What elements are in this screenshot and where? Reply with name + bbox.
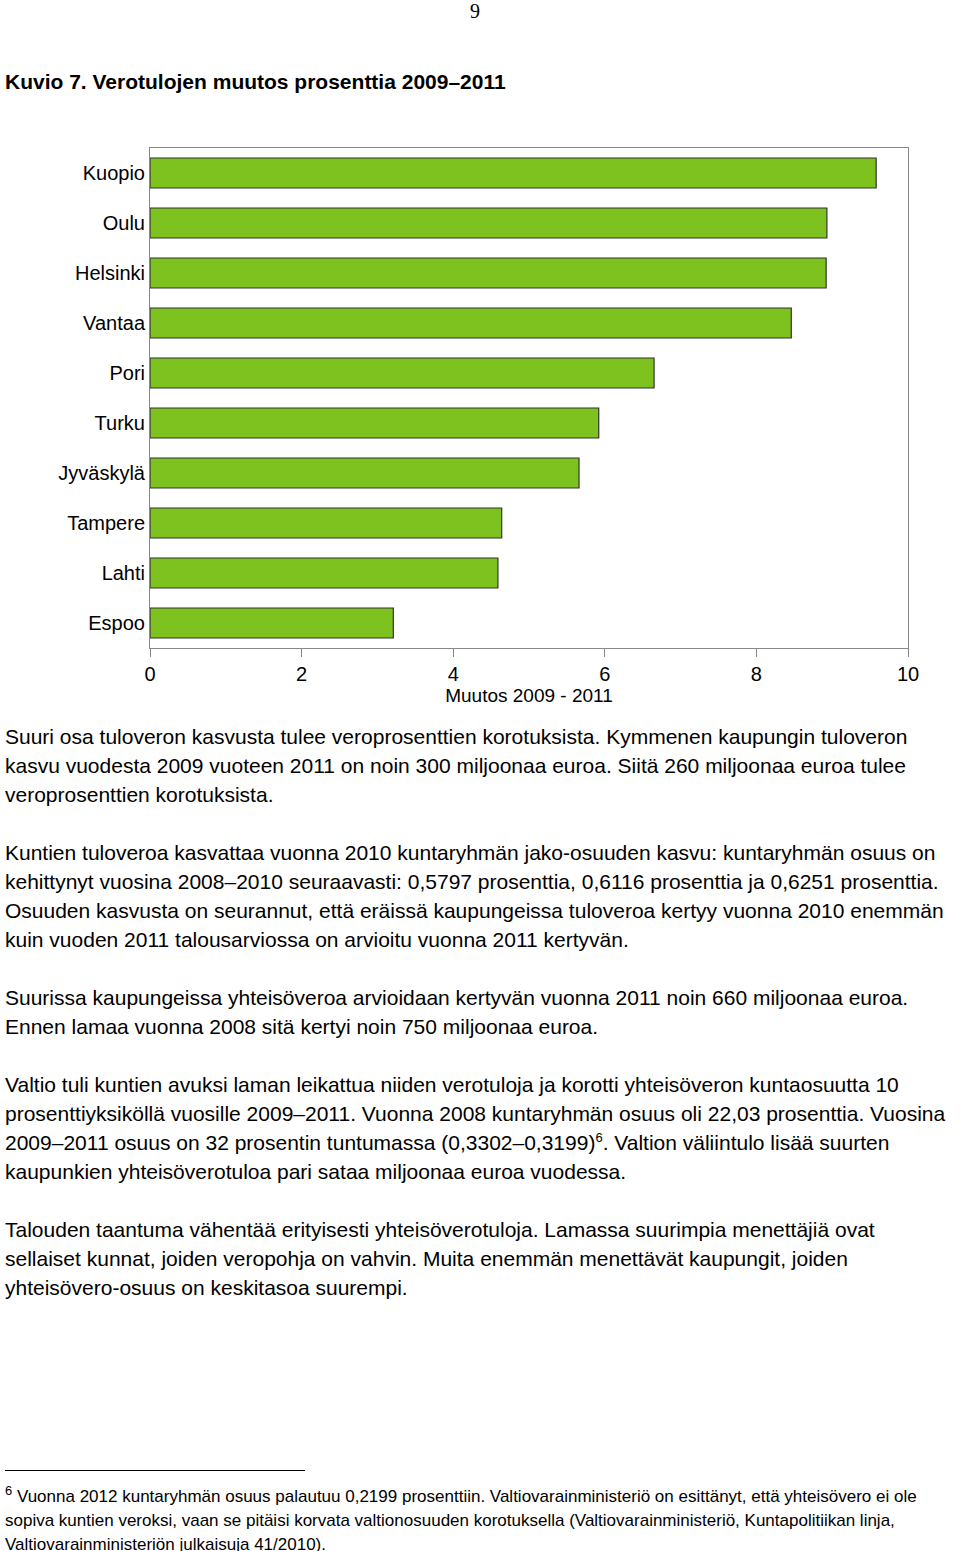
svg-text:Lahti: Lahti — [102, 562, 145, 584]
html-text:9: 9 — [470, 0, 480, 22]
html-text:Valtio tuli kuntien avuksi lam: Valtio tuli kuntien avuksi laman leikatt… — [5, 1073, 946, 1183]
html-text:Talouden taantuma vähentää eri: Talouden taantuma vähentää erityisesti y… — [5, 1218, 875, 1299]
svg-text:Jyväskylä: Jyväskylä — [58, 462, 146, 484]
svg-text:Pori: Pori — [109, 362, 145, 384]
html-text:Suurissa kaupungeissa yhteisöv: Suurissa kaupungeissa yhteisöveroa arvio… — [5, 986, 909, 1038]
svg-text:Tampere: Tampere — [67, 512, 145, 534]
svg-text:Vantaa: Vantaa — [83, 312, 146, 334]
svg-text:6: 6 — [599, 663, 610, 685]
html-text:Kuntien tuloveroa kasvattaa vu: Kuntien tuloveroa kasvattaa vuonna 2010 … — [5, 841, 944, 951]
svg-text:Helsinki: Helsinki — [75, 262, 145, 284]
svg-text:4: 4 — [448, 663, 459, 685]
svg-text:Turku: Turku — [95, 412, 145, 434]
html-text:Suuri osa tuloveron kasvusta t: Suuri osa tuloveron kasvusta tulee verop… — [5, 725, 908, 806]
svg-text:2: 2 — [296, 663, 307, 685]
svg-text:Oulu: Oulu — [103, 212, 145, 234]
svg-text:8: 8 — [751, 663, 762, 685]
svg-text:Kuopio: Kuopio — [83, 162, 145, 184]
svg-text:10: 10 — [897, 663, 919, 685]
html-text:6: 6 — [5, 1483, 13, 1499]
svg-text:0: 0 — [144, 663, 155, 685]
svg-text:Espoo: Espoo — [88, 612, 145, 634]
svg-text:Muutos 2009 - 2011: Muutos 2009 - 2011 — [445, 685, 613, 706]
html-text:Kuvio 7. Verotulojen muutos pr: Kuvio 7. Verotulojen muutos prosenttia 2… — [5, 70, 506, 93]
